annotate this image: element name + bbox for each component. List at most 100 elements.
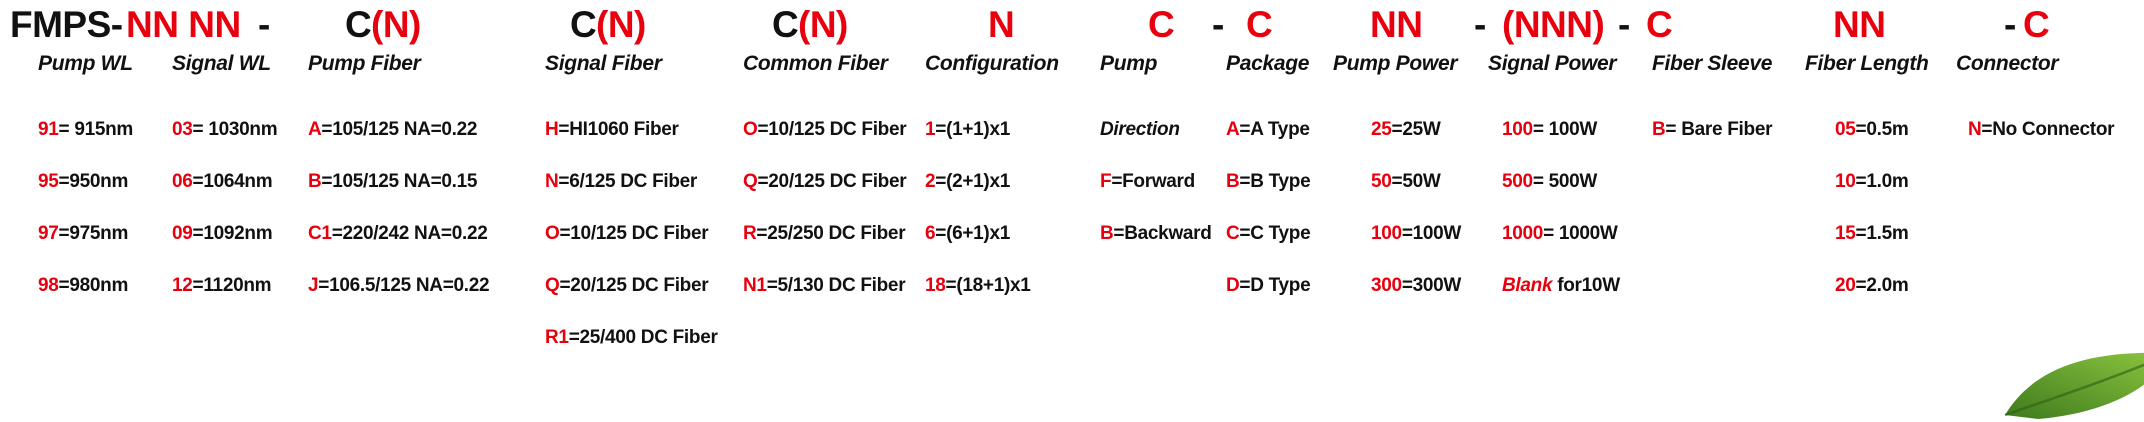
- code-entry: Q =20/125 DC Fiber: [545, 260, 745, 312]
- entry-value: = 1030nm: [192, 119, 278, 140]
- format-token: NN NN: [126, 4, 241, 45]
- column-pump-power: Pump Power 25 =25W 50 =50W 100 =100W 300 =300W: [1333, 52, 1483, 312]
- entry-code: Q: [545, 275, 560, 296]
- format-token: NN: [1833, 4, 1886, 45]
- column-header: Signal Power: [1488, 52, 1617, 75]
- entry-value: =(6+1)x1: [935, 223, 1010, 244]
- code-entry: 98 =980nm: [38, 260, 173, 312]
- entry-value: =220/242 NA=0.22: [331, 223, 488, 244]
- column-header: Pump Fiber: [308, 52, 421, 75]
- entry-value: =B Type: [1239, 171, 1311, 192]
- format-token: (NNN): [1502, 4, 1605, 45]
- column-entries: H =HI1060 Fiber N =6/125 DC Fiber O =10/125 D…: [545, 104, 745, 364]
- column-signal-power: Signal Power 100 = 100W 500 = 500W 1000 = 100…: [1488, 52, 1653, 312]
- column-header: Common Fiber: [743, 52, 888, 75]
- column-header: Fiber Sleeve: [1652, 52, 1773, 75]
- entry-code: 6: [925, 223, 936, 244]
- entry-code: 18: [925, 275, 946, 296]
- format-token: C: [2023, 4, 2050, 45]
- entry-code: F: [1100, 171, 1112, 192]
- code-entry: 95 =950nm: [38, 156, 173, 208]
- entry-value: =6/125 DC Fiber: [558, 171, 698, 192]
- column-entries: B = Bare Fiber: [1652, 104, 1802, 156]
- entry-code: 10: [1835, 171, 1856, 192]
- entry-code: B: [308, 171, 322, 192]
- format-token-dash: -: [258, 4, 270, 45]
- column-entries: N =No Connector: [1956, 104, 2136, 156]
- entry-code: O: [545, 223, 560, 244]
- code-entry: O =10/125 DC Fiber: [545, 208, 745, 260]
- entry-value: =5/130 DC Fiber: [766, 275, 906, 296]
- entry-value: =10/125 DC Fiber: [757, 119, 907, 140]
- entry-value: =300W: [1401, 275, 1462, 296]
- column-fiber-sleeve: Fiber Sleeve B = Bare Fiber: [1652, 52, 1802, 156]
- entry-code: 300: [1371, 275, 1402, 296]
- column-entries: A =A Type B =B Type C =C Type D =D Type: [1226, 104, 1336, 312]
- entry-value: =Backward: [1113, 223, 1212, 244]
- entry-code: 2: [925, 171, 936, 192]
- format-token-prefix: FMPS-: [10, 4, 123, 45]
- code-entry: N =6/125 DC Fiber: [545, 156, 745, 208]
- column-pump-direction: Pump Direction F =Forward B =Backward: [1100, 52, 1220, 260]
- code-entry: C =C Type: [1226, 208, 1336, 260]
- code-entry: 05 =0.5m: [1835, 104, 1950, 156]
- column-entries: A =105/125 NA=0.22 B =105/125 NA=0.15 C1 =220…: [308, 104, 548, 312]
- column-pump-wl: Pump WL 91 = 915nm 95 =950nm 97 =975nm 98 =980n…: [38, 52, 173, 312]
- entry-code: 50: [1371, 171, 1392, 192]
- code-entry: H =HI1060 Fiber: [545, 104, 745, 156]
- code-entry: 97 =975nm: [38, 208, 173, 260]
- code-entry: 2 =(2+1)x1: [925, 156, 1090, 208]
- entry-value: =25/400 DC Fiber: [568, 327, 718, 348]
- entry-code: J: [308, 275, 319, 296]
- code-entry: 10 =1.0m: [1835, 156, 1950, 208]
- entry-code: C: [1226, 223, 1240, 244]
- entry-value: =A Type: [1239, 119, 1310, 140]
- entry-value: =Forward: [1111, 171, 1195, 192]
- format-token: N: [988, 4, 1015, 45]
- entry-code: 05: [1835, 119, 1856, 140]
- column-header: Signal Fiber: [545, 52, 662, 75]
- format-token-dash: -: [1212, 4, 1224, 45]
- code-entry: B = Bare Fiber: [1652, 104, 1802, 156]
- entry-code: 12: [172, 275, 193, 296]
- column-header: Fiber Length: [1805, 52, 1929, 75]
- column-signal-fiber: Signal Fiber H =HI1060 Fiber N =6/125 DC Fi…: [545, 52, 745, 364]
- code-entry: A =A Type: [1226, 104, 1336, 156]
- code-entry: R =25/250 DC Fiber: [743, 208, 928, 260]
- code-entry: 300 =300W: [1371, 260, 1483, 312]
- column-connector: Connector N =No Connector: [1956, 52, 2136, 156]
- entry-value: =0.5m: [1855, 119, 1909, 140]
- entry-value: =105/125 NA=0.15: [321, 171, 478, 192]
- entry-value: =(1+1)x1: [935, 119, 1010, 140]
- code-entry: 12 =1120nm: [172, 260, 312, 312]
- column-entries: Direction F =Forward B =Backward: [1100, 104, 1220, 260]
- column-fiber-length: Fiber Length 05 =0.5m 10 =1.0m 15 =1.5m 20 =2.0…: [1805, 52, 1950, 312]
- column-header: Configuration: [925, 52, 1059, 75]
- entry-value: = Bare Fiber: [1665, 119, 1773, 140]
- code-entry: B =B Type: [1226, 156, 1336, 208]
- column-entries: 91 = 915nm 95 =950nm 97 =975nm 98 =980nm: [38, 104, 173, 312]
- entry-code: Blank: [1502, 275, 1553, 296]
- code-entry: Blank for10W: [1502, 260, 1653, 312]
- format-token: C: [570, 4, 597, 45]
- entry-value: =1.0m: [1855, 171, 1909, 192]
- entry-value: =20/125 DC Fiber: [757, 171, 907, 192]
- format-token: C: [1148, 4, 1175, 45]
- code-entry: Q =20/125 DC Fiber: [743, 156, 928, 208]
- entry-code: R: [743, 223, 757, 244]
- column-header: Pump WL: [38, 52, 133, 75]
- entry-value: =1092nm: [192, 223, 273, 244]
- entry-code: 98: [38, 275, 59, 296]
- column-header: Pump Power: [1333, 52, 1458, 75]
- column-package: Package A =A Type B =B Type C =C Type D =D Type: [1226, 52, 1336, 312]
- code-entry: N =No Connector: [1968, 104, 2136, 156]
- code-entry: 1 =(1+1)x1: [925, 104, 1090, 156]
- code-entry: B =105/125 NA=0.15: [308, 156, 548, 208]
- entry-value: =950nm: [58, 171, 129, 192]
- code-entry: 15 =1.5m: [1835, 208, 1950, 260]
- entry-code: R1: [545, 327, 569, 348]
- entry-value: for10W: [1552, 275, 1620, 296]
- entry-code: A: [308, 119, 322, 140]
- entry-value: =(2+1)x1: [935, 171, 1010, 192]
- column-entries: 25 =25W 50 =50W 100 =100W 300 =300W: [1333, 104, 1483, 312]
